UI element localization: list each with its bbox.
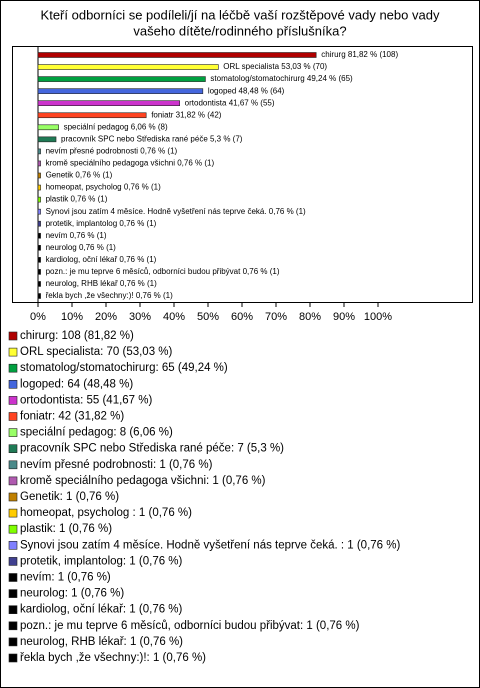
bar bbox=[37, 196, 41, 203]
data-label: foniatr 31,82 % (42) bbox=[151, 110, 222, 119]
legend-swatch bbox=[8, 460, 18, 470]
legend-label: pracovník SPC nebo Střediska rané péče: … bbox=[20, 443, 284, 455]
data-label: plastik 0,76 % (1) bbox=[46, 195, 108, 204]
data-label: pozn.: je mu teprve 6 měsíců, odborníci … bbox=[46, 267, 280, 276]
data-label: nevím 0,76 % (1) bbox=[46, 231, 107, 240]
data-label: stomatolog/stomatochirurg 49,24 % (65) bbox=[210, 74, 353, 83]
bar bbox=[37, 281, 41, 287]
x-tick-label: 60% bbox=[231, 311, 253, 323]
legend-swatch bbox=[8, 524, 18, 534]
bar bbox=[37, 148, 41, 155]
x-tick-label: 70% bbox=[265, 311, 287, 323]
x-tick-label: 50% bbox=[197, 311, 219, 323]
data-label: neurolog 0,76 % (1) bbox=[46, 243, 117, 252]
x-tick-label: 10% bbox=[61, 311, 83, 323]
legend-swatch bbox=[8, 637, 18, 647]
legend-swatch bbox=[8, 428, 18, 437]
x-tick-label: 90% bbox=[333, 311, 355, 323]
legend-label: nevím: 1 (0,76 %) bbox=[20, 572, 111, 584]
data-label: speciální pedagog 6,06 % (8) bbox=[64, 122, 168, 131]
legend-label: stomatolog/stomatochirurg: 65 (49,24 %) bbox=[20, 362, 228, 374]
legend-swatch bbox=[8, 540, 18, 550]
data-label: nevím přesné podrobnosti 0,76 % (1) bbox=[46, 147, 178, 156]
data-label: ortodontista 41,67 % (55) bbox=[185, 98, 275, 107]
data-label: Genetik 0,76 % (1) bbox=[46, 171, 113, 180]
plot-area bbox=[12, 46, 473, 303]
legend-swatch bbox=[8, 653, 18, 663]
x-tick-label: 40% bbox=[163, 311, 185, 323]
data-label: ORL specialista 53,03 % (70) bbox=[223, 62, 327, 71]
legend-label: ORL specialista: 70 (53,03 %) bbox=[20, 346, 173, 358]
x-tick-label: 0% bbox=[30, 311, 46, 323]
bar bbox=[37, 160, 41, 167]
bar bbox=[37, 184, 41, 191]
legend-label: neurolog, RHB lékař: 1 (0,76 %) bbox=[20, 636, 183, 648]
data-label: protetik, implantolog 0,76 % (1) bbox=[46, 219, 157, 228]
bar bbox=[37, 257, 41, 263]
legend-label: speciální pedagog: 8 (6,06 %) bbox=[20, 427, 173, 439]
chart-subtitle: vašeho dítěte/rodinného příslušníka? bbox=[133, 23, 346, 38]
bar bbox=[37, 76, 206, 82]
bar bbox=[37, 124, 59, 131]
bar bbox=[37, 293, 41, 299]
bar bbox=[37, 52, 317, 58]
bar bbox=[37, 232, 41, 239]
legend-swatch bbox=[8, 347, 18, 357]
legend-swatch bbox=[8, 557, 18, 566]
legend-label: pozn.: je mu teprve 6 měsíců, odborníci … bbox=[20, 620, 360, 632]
legend-swatch bbox=[8, 492, 18, 502]
legend-label: neurolog: 1 (0,76 %) bbox=[20, 588, 124, 600]
data-label: kromě speciálního pedagoga všichni 0,76 … bbox=[46, 159, 215, 168]
bar bbox=[37, 245, 41, 251]
data-label: logoped 48,48 % (64) bbox=[208, 86, 285, 95]
data-label: homeopat, psycholog 0,76 % (1) bbox=[46, 183, 162, 192]
legend-label: homeopat, psycholog : 1 (0,76 %) bbox=[20, 507, 192, 519]
x-tick-label: 80% bbox=[299, 311, 321, 323]
bar bbox=[37, 220, 41, 227]
legend-label: foniatr: 42 (31,82 %) bbox=[20, 411, 124, 423]
legend-swatch bbox=[8, 589, 18, 598]
legend-swatch bbox=[8, 396, 18, 405]
data-label: kardiolog, oční lékař 0,76 % (1) bbox=[46, 255, 157, 264]
bar bbox=[37, 269, 41, 275]
bar bbox=[37, 112, 147, 119]
legend-label: logoped: 64 (48,48 %) bbox=[20, 378, 133, 390]
bar bbox=[37, 172, 41, 179]
data-label: neurolog, RHB lékař 0,76 % (1) bbox=[46, 279, 158, 288]
legend-swatch bbox=[8, 412, 18, 421]
legend-swatch bbox=[8, 605, 18, 615]
x-tick-label: 20% bbox=[95, 311, 117, 323]
legend-label: řekla bych ,že všechny:)!: 1 (0,76 %) bbox=[20, 652, 206, 664]
data-label: řekla bych ,že všechny:)! 0,76 % (1) bbox=[46, 291, 174, 300]
legend-swatch bbox=[8, 621, 18, 631]
legend-swatch bbox=[8, 476, 18, 486]
bar bbox=[37, 208, 41, 215]
bar bbox=[37, 88, 204, 94]
legend-label: kromě speciálního pedagoga všichni: 1 (0… bbox=[20, 475, 266, 487]
legend-label: chirurg: 108 (81,82 %) bbox=[20, 330, 134, 342]
legend-label: nevím přesné podrobnosti: 1 (0,76 %) bbox=[20, 459, 213, 471]
bar bbox=[37, 64, 219, 70]
chart-title: Kteří odborníci se podíleli/jí na léčbě … bbox=[41, 7, 440, 22]
legend-label: protetik, implantolog: 1 (0,76 %) bbox=[20, 555, 183, 567]
legend-label: ortodontista: 55 (41,67 %) bbox=[20, 394, 152, 406]
legend-label: Genetik: 1 (0,76 %) bbox=[20, 491, 119, 503]
x-tick-label: 30% bbox=[129, 311, 151, 323]
legend-label: kardiolog, oční lékař: 1 (0,76 %) bbox=[20, 604, 183, 616]
data-label: chirurg 81,82 % (108) bbox=[321, 50, 398, 59]
legend-swatch bbox=[8, 444, 18, 454]
bar bbox=[37, 136, 57, 143]
legend-swatch bbox=[8, 363, 18, 373]
legend-label: Synovi jsou zatím 4 měsíce. Hodně vyšetř… bbox=[20, 539, 400, 551]
legend-swatch bbox=[8, 379, 18, 389]
legend-swatch bbox=[8, 331, 18, 341]
x-tick-label: 100% bbox=[364, 311, 392, 323]
legend-swatch bbox=[8, 508, 18, 518]
data-label: Synovi jsou zatím 4 měsíce. Hodně vyšetř… bbox=[46, 207, 306, 216]
data-label: pracovník SPC nebo Střediska rané péče 5… bbox=[61, 134, 243, 143]
bar bbox=[37, 100, 180, 106]
legend-swatch bbox=[8, 573, 18, 582]
legend-label: plastik: 1 (0,76 %) bbox=[20, 523, 112, 535]
